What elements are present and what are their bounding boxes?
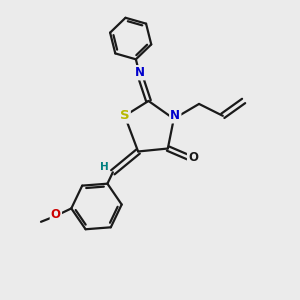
Text: N: N bbox=[135, 66, 145, 79]
Text: H: H bbox=[100, 162, 109, 172]
Text: N: N bbox=[170, 109, 180, 122]
Text: O: O bbox=[51, 208, 61, 221]
Text: O: O bbox=[188, 151, 198, 164]
Text: S: S bbox=[120, 109, 130, 122]
